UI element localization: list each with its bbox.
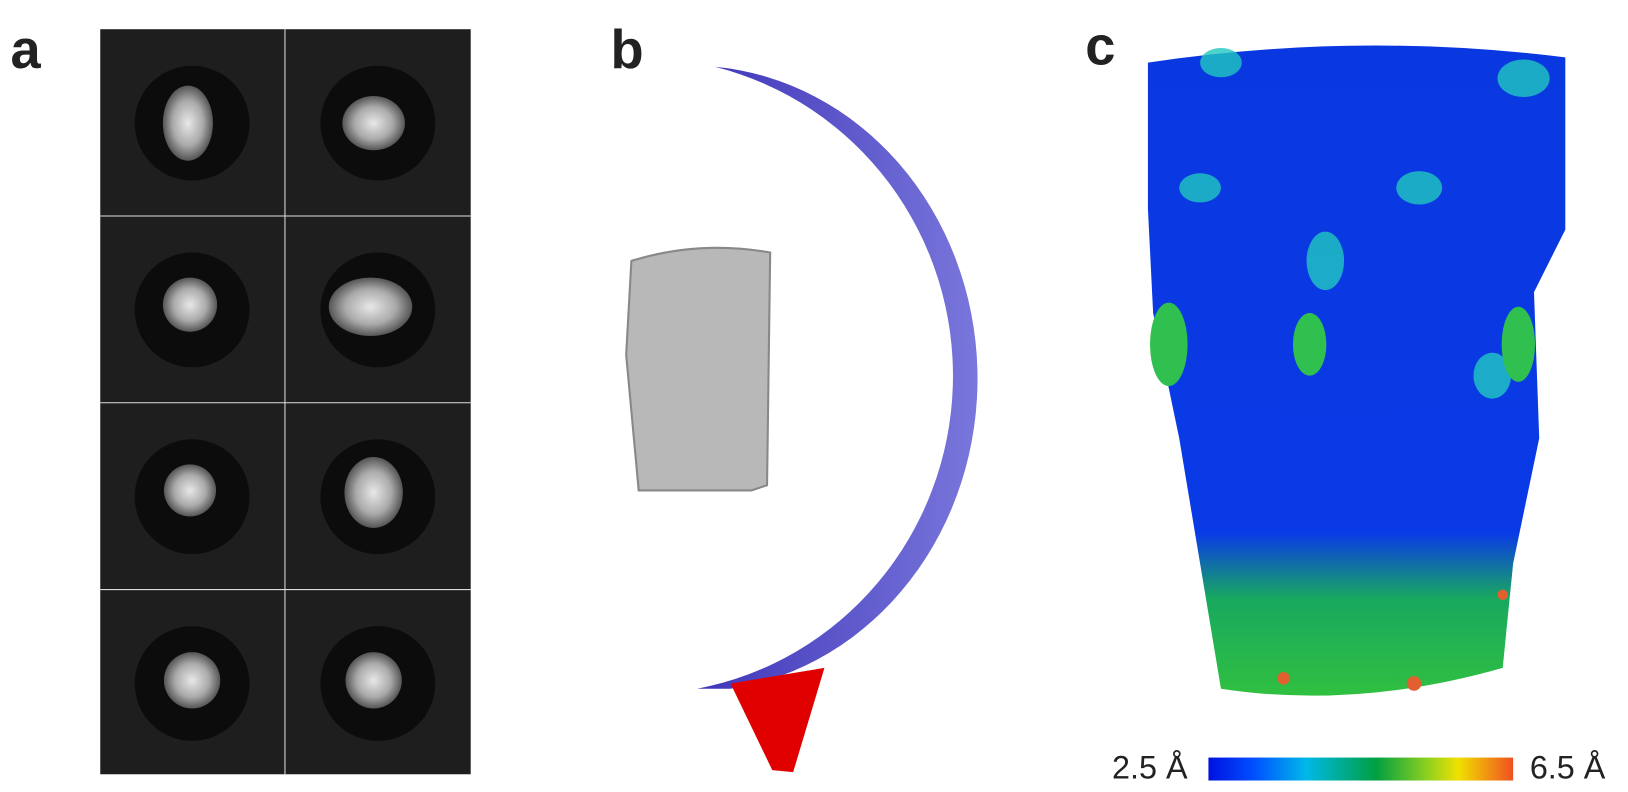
panel-label: a [11, 20, 42, 80]
class-averages [100, 29, 471, 775]
local-resolution-map [1147, 45, 1566, 696]
angular-distribution [625, 66, 978, 773]
colorbar: 2.5 Å 6.5 Å [1112, 750, 1606, 786]
colorbar-min-label: 2.5 Å [1112, 750, 1188, 786]
colorbar-max-label: 6.5 Å [1530, 750, 1606, 786]
panel-label: c [1085, 17, 1115, 77]
panel-label: b [611, 20, 644, 80]
